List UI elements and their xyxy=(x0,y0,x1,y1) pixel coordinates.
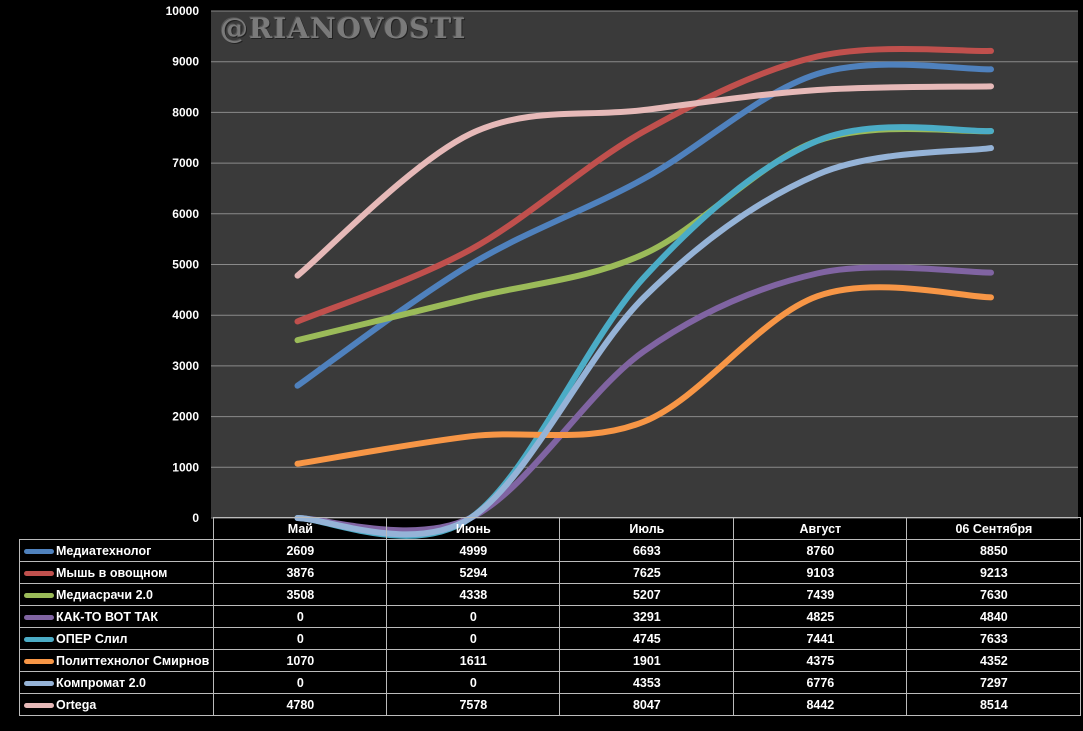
legend-entry: Мышь в овощном xyxy=(18,561,215,584)
legend-entry: КАК-ТО ВОТ ТАК xyxy=(18,605,215,628)
data-value-cell: 8760 xyxy=(733,539,908,562)
series-name: Медиасрачи 2.0 xyxy=(56,587,153,602)
legend-swatch xyxy=(24,658,54,664)
series-name: Ortega xyxy=(56,697,97,712)
data-value-cell: 4353 xyxy=(559,671,735,694)
legend-swatch xyxy=(24,548,54,554)
category-header: Май xyxy=(213,517,388,540)
data-value-cell: 7630 xyxy=(906,583,1082,606)
y-tick-label: 4000 xyxy=(172,308,199,322)
legend-entry: ОПЕР Слил xyxy=(18,627,215,650)
table-row: Медиасрачи 2.0 3508 4338 5207 7439 7630 xyxy=(18,583,1082,606)
data-value-cell: 6776 xyxy=(733,671,908,694)
data-value-cell: 8047 xyxy=(559,693,735,716)
y-tick-label: 9000 xyxy=(172,55,199,69)
data-value-cell: 5207 xyxy=(559,583,735,606)
gridlines xyxy=(211,10,1078,519)
y-tick-label: 8000 xyxy=(172,105,199,119)
data-value-cell: 4840 xyxy=(906,605,1082,628)
legend-swatch xyxy=(24,702,54,708)
table-row: ОПЕР Слил 0 0 4745 7441 7633 xyxy=(18,627,1082,650)
series-name: Медиатехнолог xyxy=(56,543,152,558)
data-value-cell: 1611 xyxy=(386,649,561,672)
data-value-cell: 3876 xyxy=(213,561,388,584)
data-value-cell: 8850 xyxy=(906,539,1082,562)
data-value-cell: 4825 xyxy=(733,605,908,628)
data-value-cell: 6693 xyxy=(559,539,735,562)
y-tick-label: 6000 xyxy=(172,207,199,221)
category-header: Июнь xyxy=(386,517,561,540)
category-header: Август xyxy=(733,517,908,540)
y-tick-label: 3000 xyxy=(172,359,199,373)
y-tick-label: 7000 xyxy=(172,156,199,170)
y-tick-label: 2000 xyxy=(172,410,199,424)
legend-entry: Компромат 2.0 xyxy=(18,671,215,694)
legend-swatch xyxy=(24,636,54,642)
series-line xyxy=(294,284,994,467)
series-name: КАК-ТО ВОТ ТАК xyxy=(56,609,159,624)
data-value-cell: 8442 xyxy=(733,693,908,716)
legend-entry: Политтехнолог Смирнов xyxy=(18,649,215,672)
data-value-cell: 0 xyxy=(386,627,561,650)
legend-swatch xyxy=(24,570,54,576)
data-value-cell: 9213 xyxy=(906,561,1082,584)
data-value-cell: 0 xyxy=(213,627,388,650)
series-name: ОПЕР Слил xyxy=(56,631,128,646)
data-value-cell: 7297 xyxy=(906,671,1082,694)
data-value-cell: 1070 xyxy=(213,649,388,672)
y-axis: 0 1000 2000 3000 4000 5000 6000 7000 8000 9000 100… xyxy=(166,4,200,525)
data-value-cell: 0 xyxy=(386,671,561,694)
data-value-cell: 3291 xyxy=(559,605,735,628)
table-row: Медиатехнолог 2609 4999 6693 8760 8850 xyxy=(18,539,1082,562)
data-value-cell: 0 xyxy=(213,605,388,628)
series-line xyxy=(294,83,994,279)
data-value-cell: 7439 xyxy=(733,583,908,606)
data-value-cell: 4375 xyxy=(733,649,908,672)
data-value-cell: 7633 xyxy=(906,627,1082,650)
data-value-cell: 5294 xyxy=(386,561,561,584)
table-row: Мышь в овощном 3876 5294 7625 9103 9213 xyxy=(18,561,1082,584)
table-row: КАК-ТО ВОТ ТАК 0 0 3291 4825 4840 xyxy=(18,605,1082,628)
data-value-cell: 1901 xyxy=(559,649,735,672)
table-header-row: Май Июнь Июль Август 06 Сентября xyxy=(20,517,1082,540)
watermark-logo: @RIANOVOSTI xyxy=(220,12,467,45)
legend-entry: Медиасрачи 2.0 xyxy=(18,583,215,606)
data-value-cell: 7578 xyxy=(386,693,561,716)
legend-entry: Ortega xyxy=(18,693,215,716)
y-tick-label: 5000 xyxy=(172,258,199,272)
legend-swatch xyxy=(24,614,54,620)
data-value-cell: 2609 xyxy=(213,539,388,562)
legend-swatch xyxy=(24,592,54,598)
data-value-cell: 4745 xyxy=(559,627,735,650)
table-corner xyxy=(20,518,214,540)
data-value-cell: 7625 xyxy=(559,561,735,584)
data-value-cell: 7441 xyxy=(733,627,908,650)
table-row: Политтехнолог Смирнов 1070 1611 1901 4375 435… xyxy=(18,649,1082,672)
series-name: Политтехнолог Смирнов xyxy=(56,653,210,668)
data-table: Май Июнь Июль Август 06 Сентября Медиатехноло… xyxy=(18,517,1082,716)
series-line xyxy=(294,61,994,389)
data-value-cell: 9103 xyxy=(733,561,908,584)
table-row: Компромат 2.0 0 0 4353 6776 7297 xyxy=(18,671,1082,694)
data-value-cell: 4338 xyxy=(386,583,561,606)
series-line xyxy=(294,45,994,325)
category-header: 06 Сентября xyxy=(906,517,1082,540)
y-tick-label: 10000 xyxy=(166,4,200,18)
data-value-cell: 4780 xyxy=(213,693,388,716)
data-value-cell: 4352 xyxy=(906,649,1082,672)
category-header: Июль xyxy=(559,517,735,540)
data-value-cell: 8514 xyxy=(906,693,1082,716)
series-name: Мышь в овощном xyxy=(56,565,168,580)
y-tick-label: 0 xyxy=(192,511,199,525)
data-value-cell: 0 xyxy=(213,671,388,694)
y-tick-label: 1000 xyxy=(172,460,199,474)
series-name: Компромат 2.0 xyxy=(56,675,147,690)
table-row: Ortega 4780 7578 8047 8442 8514 xyxy=(18,693,1082,716)
legend-swatch xyxy=(24,680,54,686)
data-value-cell: 0 xyxy=(386,605,561,628)
data-value-cell: 4999 xyxy=(386,539,561,562)
data-value-cell: 3508 xyxy=(213,583,388,606)
legend-entry: Медиатехнолог xyxy=(18,539,215,562)
